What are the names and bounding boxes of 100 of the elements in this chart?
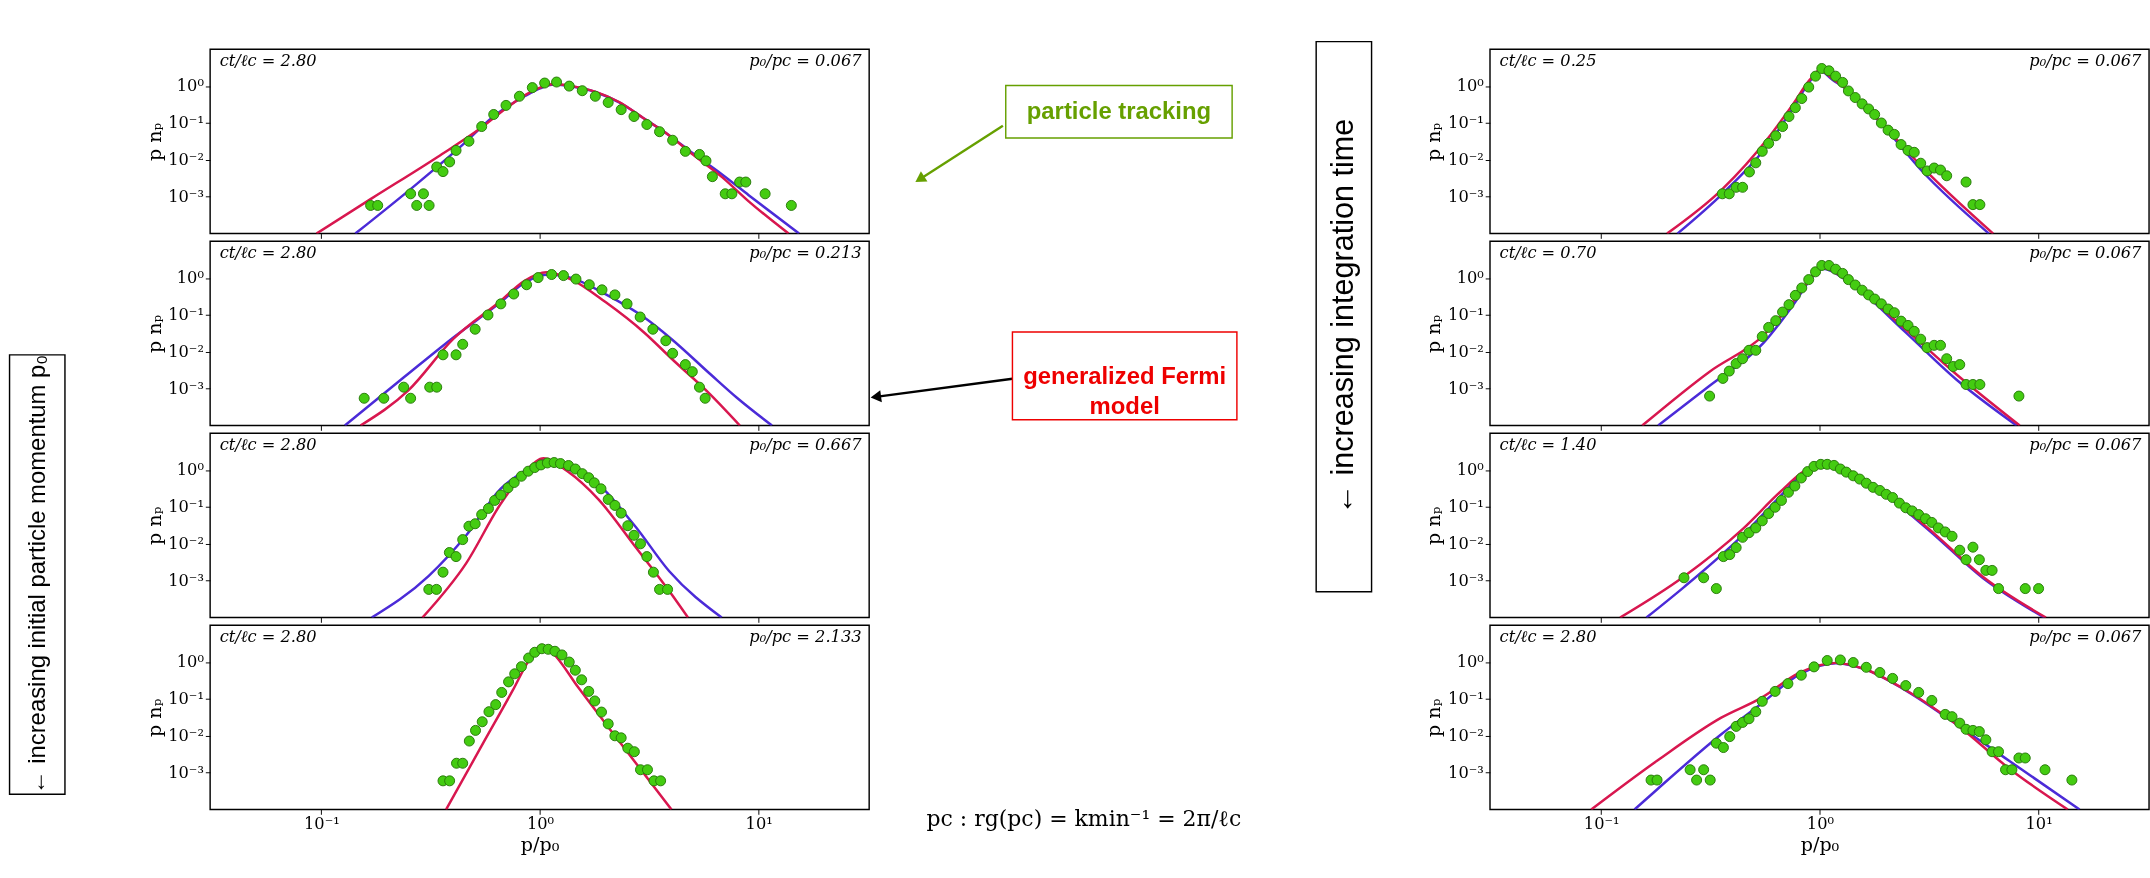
x-axis-title: p/p₀ [1800,833,1840,857]
point [1783,111,1795,122]
point [496,686,508,698]
point [1717,372,1729,384]
y-tick-label: 10⁻³ [168,762,204,782]
y-tick-label: 10⁻² [168,342,204,362]
point [1763,508,1775,520]
point [1789,102,1801,114]
point [1935,339,1946,351]
x-tick-label: 10⁰ [1806,814,1835,834]
annotation: p₀/pc = 0.667 [749,435,863,455]
point [1750,157,1762,169]
y-axis-title: p nₚ [1422,506,1446,545]
point [1849,92,1861,104]
text: generalized Fermi model [1023,361,1227,420]
point [457,534,469,546]
point [1888,307,1900,319]
point [1954,544,1966,556]
point [1756,515,1768,527]
y-axis-title: p nₚ [1422,314,1446,353]
y-tick-label: 10⁰ [176,268,205,288]
y-tick-label: 10⁻³ [1448,186,1484,206]
point [490,699,502,711]
point [1743,166,1755,178]
point [457,757,469,769]
point [1973,554,1985,566]
point [641,764,653,776]
point [1803,274,1815,286]
y-tick-label: 10⁻² [1448,726,1484,746]
point [1789,480,1801,492]
y-tick-label: 10⁻¹ [1448,305,1484,325]
point [662,583,674,595]
point [1915,333,1927,345]
point [615,507,627,519]
point [1974,379,1986,390]
y-tick-label: 10⁻³ [1448,762,1484,782]
point [602,718,614,730]
annotation: ct/ℓc = 1.40 [1499,435,1597,455]
y-tick-label: 10⁰ [1456,76,1485,96]
annotation: ct/ℓc = 2.80 [219,243,317,263]
y-tick-label: 10⁰ [176,76,205,96]
point [1830,70,1842,82]
annotation: ct/ℓc = 2.80 [219,627,317,647]
point [647,566,659,578]
annotation: p₀/pc = 0.067 [2029,243,2143,263]
point [583,685,595,697]
point [1763,137,1775,149]
point [495,489,507,501]
text: particle tracking [1026,97,1212,125]
point [1946,530,1958,542]
y-tick-label: 10⁰ [176,652,205,672]
x-tick-label: 10¹ [2025,814,2053,834]
annotation: p₀/pc = 0.067 [2029,435,2143,455]
y-tick-label: 10⁰ [176,460,205,480]
point [563,656,575,668]
point [655,775,667,787]
y-axis-title: p nₚ [1422,698,1446,737]
point [1777,306,1789,318]
point [1803,81,1815,93]
point [556,649,568,661]
point [1724,549,1736,561]
x-axis-title: p/p₀ [520,833,560,857]
y-tick-label: 10⁻³ [1448,378,1484,398]
point [1810,266,1822,278]
y-tick-label: 10⁻² [168,150,204,170]
y-tick-label: 10⁻² [168,534,204,554]
y-tick-label: 10⁻¹ [168,113,204,133]
point [1795,472,1807,484]
point [1730,542,1742,554]
point [1895,139,1907,151]
point [1837,267,1849,279]
point [509,668,521,680]
point [1796,93,1808,105]
y-tick-label: 10⁻¹ [1448,497,1484,517]
point [1908,325,1920,337]
point [437,566,449,578]
y-tick-label: 10⁻³ [168,570,204,590]
point [1967,541,1979,553]
point [635,538,646,550]
point [589,695,601,707]
annotation: ct/ℓc = 2.80 [219,435,317,455]
x-tick-label: 10⁻¹ [1583,814,1620,834]
point [1737,181,1749,193]
annotation: p₀/pc = 0.067 [2029,51,2143,71]
point [1737,353,1749,365]
point [1783,299,1795,311]
point [1710,583,1722,595]
point [430,583,442,595]
point [444,775,456,787]
y-tick-label: 10⁻¹ [168,305,204,325]
point [515,661,527,673]
point [569,664,581,676]
point [1837,76,1849,88]
y-axis-title: p nₚ [142,122,166,161]
point [588,477,600,489]
point [1869,109,1881,120]
point [1756,331,1768,342]
point [602,493,614,505]
y-tick-label: 10⁻¹ [168,497,204,517]
point [476,509,488,521]
